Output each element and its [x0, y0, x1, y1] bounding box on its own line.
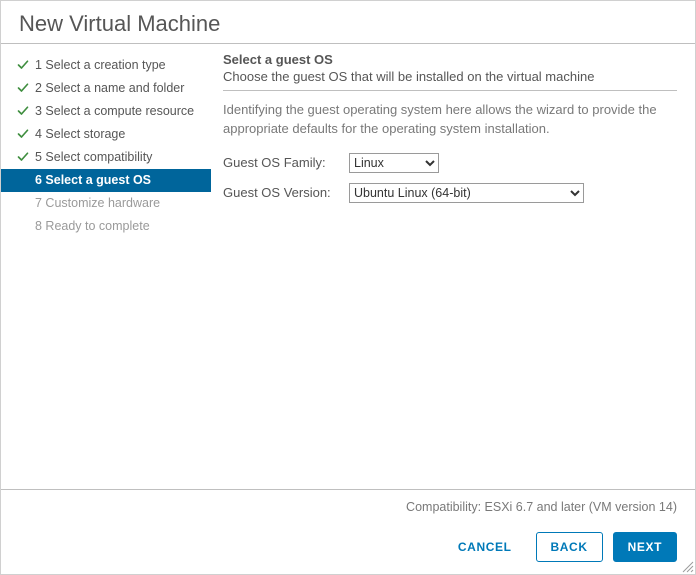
step-storage[interactable]: 4 Select storage: [1, 123, 211, 146]
wizard-steps-sidebar: 1 Select a creation type 2 Select a name…: [1, 44, 211, 489]
step-label: 1 Select a creation type: [35, 58, 166, 72]
main-panel: Select a guest OS Choose the guest OS th…: [211, 44, 695, 489]
step-creation-type[interactable]: 1 Select a creation type: [1, 54, 211, 77]
step-guest-os[interactable]: 6 Select a guest OS: [1, 169, 211, 192]
new-vm-dialog: New Virtual Machine 1 Select a creation …: [0, 0, 696, 575]
step-customize-hardware: 7 Customize hardware: [1, 192, 211, 215]
step-label: 7 Customize hardware: [35, 196, 160, 210]
check-icon: [17, 103, 29, 119]
section-title: Select a guest OS: [223, 52, 677, 67]
dialog-title: New Virtual Machine: [1, 1, 695, 44]
section-description: Identifying the guest operating system h…: [223, 91, 677, 153]
step-label: 8 Ready to complete: [35, 219, 150, 233]
step-label: 5 Select compatibility: [35, 150, 152, 164]
step-label: 3 Select a compute resource: [35, 104, 194, 118]
dialog-footer: Compatibility: ESXi 6.7 and later (VM ve…: [1, 489, 695, 574]
check-icon: [17, 126, 29, 142]
check-icon: [17, 80, 29, 96]
guest-os-family-label: Guest OS Family:: [223, 155, 343, 170]
step-label: 4 Select storage: [35, 127, 125, 141]
dialog-body: 1 Select a creation type 2 Select a name…: [1, 44, 695, 489]
cancel-button[interactable]: CANCEL: [444, 533, 526, 561]
step-compatibility[interactable]: 5 Select compatibility: [1, 146, 211, 169]
check-icon: [17, 149, 29, 165]
guest-os-version-row: Guest OS Version: Ubuntu Linux (64-bit): [223, 183, 677, 203]
footer-buttons: CANCEL BACK NEXT: [19, 532, 677, 562]
check-icon: [17, 57, 29, 73]
guest-os-version-label: Guest OS Version:: [223, 185, 343, 200]
section-subtitle: Choose the guest OS that will be install…: [223, 69, 677, 91]
guest-os-version-select[interactable]: Ubuntu Linux (64-bit): [349, 183, 584, 203]
guest-os-family-select[interactable]: LinuxWindowsOther: [349, 153, 439, 173]
back-button[interactable]: BACK: [536, 532, 603, 562]
step-compute-resource[interactable]: 3 Select a compute resource: [1, 100, 211, 123]
guest-os-family-row: Guest OS Family: LinuxWindowsOther: [223, 153, 677, 173]
resize-grip-icon[interactable]: [680, 559, 694, 573]
step-label: 2 Select a name and folder: [35, 81, 184, 95]
next-button[interactable]: NEXT: [613, 532, 677, 562]
step-name-folder[interactable]: 2 Select a name and folder: [1, 77, 211, 100]
step-ready-complete: 8 Ready to complete: [1, 215, 211, 238]
compatibility-text: Compatibility: ESXi 6.7 and later (VM ve…: [19, 498, 677, 532]
step-label: 6 Select a guest OS: [35, 173, 151, 187]
